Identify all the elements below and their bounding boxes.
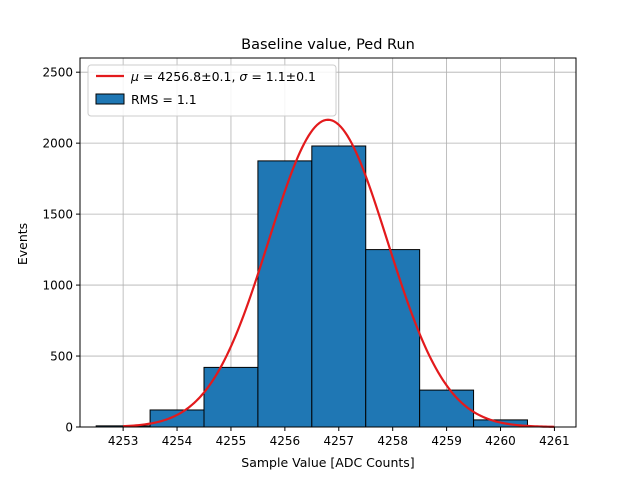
x-tick-label: 4254 (162, 434, 193, 448)
x-tick-label: 4253 (108, 434, 139, 448)
histogram-bar (257, 160, 313, 428)
x-tick-label: 4256 (270, 434, 301, 448)
histogram-bars (95, 145, 528, 428)
chart-title: Baseline value, Ped Run (241, 37, 415, 53)
axes-frame (79, 57, 577, 428)
gaussian-fit (123, 118, 555, 428)
histogram-bar (149, 409, 205, 428)
y-tick-label: 1500 (42, 208, 73, 222)
legend-hist-swatch (95, 93, 125, 105)
x-tick-label: 4261 (539, 434, 570, 448)
y-axis-label: Events (15, 223, 30, 265)
legend-fit-label: μ = 4256.8±0.1, σ = 1.1±0.1 (130, 69, 316, 84)
x-tick-label: 4259 (431, 434, 462, 448)
histogram-bar (419, 389, 475, 428)
axis-ticks: 4253 4254 4255 4256 4257 4258 4259 4260 4261 0 500… (42, 66, 569, 448)
y-tick-label: 2000 (42, 137, 73, 151)
y-tick-label: 1000 (42, 279, 73, 293)
y-tick-label: 0 (65, 421, 73, 435)
x-tick-label: 4257 (324, 434, 355, 448)
histogram-bar (365, 249, 421, 428)
x-axis-label: Sample Value [ADC Counts] (241, 455, 414, 470)
x-tick-label: 4255 (216, 434, 247, 448)
y-tick-label: 2500 (42, 66, 73, 80)
fit-curve (123, 118, 555, 428)
legend: μ = 4256.8±0.1, σ = 1.1±0.1 RMS = 1.1 (87, 64, 337, 117)
x-tick-label: 4258 (377, 434, 408, 448)
histogram-bar (311, 145, 367, 428)
legend-hist-label: RMS = 1.1 (131, 92, 197, 107)
legend-box (87, 64, 337, 117)
y-tick-label: 500 (50, 350, 73, 364)
x-tick-label: 4260 (485, 434, 516, 448)
histogram-bar (203, 366, 259, 428)
